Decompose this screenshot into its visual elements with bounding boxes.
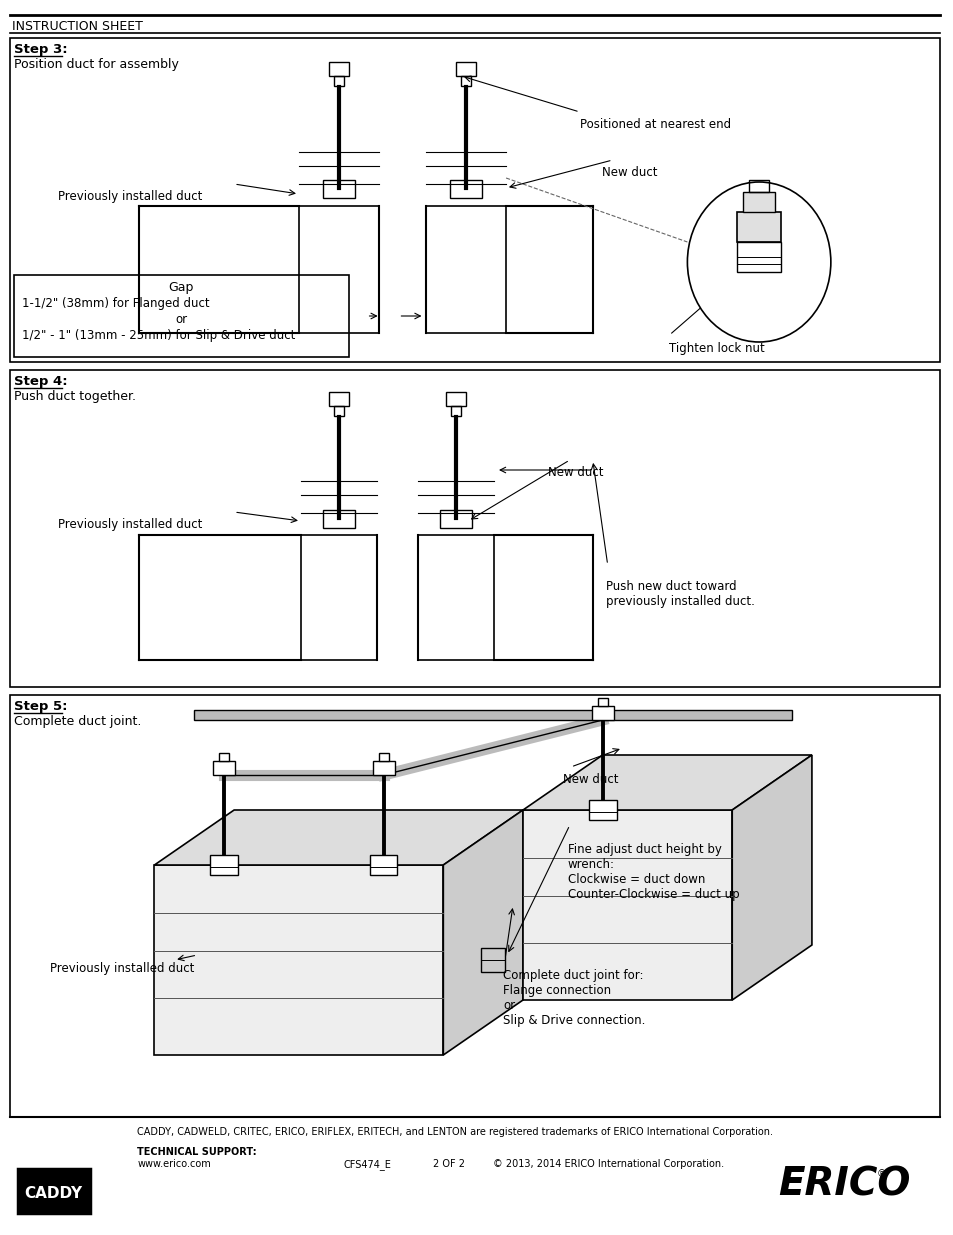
Text: Push duct together.: Push duct together. xyxy=(14,390,136,403)
Bar xyxy=(334,406,343,416)
Bar xyxy=(10,370,940,687)
Bar xyxy=(322,510,355,529)
Bar xyxy=(194,710,791,720)
Bar xyxy=(219,753,229,761)
Text: CFS474_E: CFS474_E xyxy=(343,1158,391,1170)
Bar xyxy=(298,206,378,333)
Bar xyxy=(456,62,476,77)
Polygon shape xyxy=(154,864,443,1055)
Bar xyxy=(18,1170,90,1213)
Text: CADDY: CADDY xyxy=(25,1186,83,1200)
Bar xyxy=(450,180,481,198)
Bar xyxy=(591,706,613,720)
Text: TECHNICAL SUPPORT:: TECHNICAL SUPPORT: xyxy=(137,1147,257,1157)
Text: Positioned at nearest end: Positioned at nearest end xyxy=(579,119,730,131)
Polygon shape xyxy=(522,755,811,810)
Bar xyxy=(373,761,395,776)
Text: INSTRUCTION SHEET: INSTRUCTION SHEET xyxy=(12,20,143,33)
Text: www.erico.com: www.erico.com xyxy=(137,1158,211,1170)
Text: Complete duct joint for:
Flange connection
or
Slip & Drive connection.: Complete duct joint for: Flange connecti… xyxy=(502,969,645,1028)
Text: Push new duct toward
previously installed duct.: Push new duct toward previously installe… xyxy=(605,580,754,608)
Bar xyxy=(446,391,466,406)
Text: Complete duct joint.: Complete duct joint. xyxy=(14,715,141,727)
Bar xyxy=(426,206,505,333)
Ellipse shape xyxy=(687,182,830,342)
Polygon shape xyxy=(443,810,522,1055)
Bar xyxy=(329,391,348,406)
Bar xyxy=(322,180,355,198)
Text: ERICO: ERICO xyxy=(778,1166,910,1204)
Bar xyxy=(418,535,494,659)
Polygon shape xyxy=(522,810,732,1000)
Text: CADDY, CADWELD, CRITEC, ERICO, ERIFLEX, ERITECH, and LENTON are registered trade: CADDY, CADWELD, CRITEC, ERICO, ERIFLEX, … xyxy=(137,1128,773,1137)
Bar xyxy=(213,761,234,776)
Bar xyxy=(748,180,768,191)
Text: or: or xyxy=(175,312,187,326)
Bar xyxy=(369,855,397,876)
Text: © 2013, 2014 ERICO International Corporation.: © 2013, 2014 ERICO International Corpora… xyxy=(493,1158,723,1170)
Bar xyxy=(10,38,940,362)
Bar xyxy=(588,800,616,820)
Text: Tighten lock nut: Tighten lock nut xyxy=(669,342,764,354)
Bar xyxy=(210,855,238,876)
Text: New duct: New duct xyxy=(562,773,618,785)
Bar xyxy=(737,212,781,242)
Bar xyxy=(14,275,348,357)
Text: 1/2" - 1" (13mm - 25mm) for Slip & Drive duct: 1/2" - 1" (13mm - 25mm) for Slip & Drive… xyxy=(22,329,295,342)
Text: Position duct for assembly: Position duct for assembly xyxy=(14,58,178,70)
Bar xyxy=(378,753,388,761)
Bar xyxy=(742,191,774,212)
Text: Previously installed duct: Previously installed duct xyxy=(50,962,194,974)
Text: New duct: New duct xyxy=(601,165,657,179)
Polygon shape xyxy=(732,755,811,1000)
Bar xyxy=(329,62,348,77)
Text: Previously installed duct: Previously installed duct xyxy=(58,517,202,531)
Bar xyxy=(451,406,460,416)
Text: Step 4:: Step 4: xyxy=(14,375,68,388)
Text: Step 3:: Step 3: xyxy=(14,43,68,56)
Bar xyxy=(300,535,376,659)
Polygon shape xyxy=(154,810,522,864)
Bar xyxy=(737,242,781,272)
Text: Previously installed duct: Previously installed duct xyxy=(58,190,202,203)
Text: ®: ® xyxy=(876,1170,885,1179)
Bar xyxy=(440,510,472,529)
Text: Fine adjust duct height by
wrench:
Clockwise = duct down
Counter-Clockwise = duc: Fine adjust duct height by wrench: Clock… xyxy=(567,844,739,902)
Text: New duct: New duct xyxy=(547,466,603,479)
Bar xyxy=(10,695,940,1116)
Bar xyxy=(598,698,607,706)
Bar xyxy=(334,77,343,86)
Bar xyxy=(480,948,504,972)
Text: Step 5:: Step 5: xyxy=(14,700,68,713)
Text: 2 OF 2: 2 OF 2 xyxy=(433,1158,465,1170)
Text: 1-1/2" (38mm) for Flanged duct: 1-1/2" (38mm) for Flanged duct xyxy=(22,296,210,310)
Text: Gap: Gap xyxy=(169,282,193,294)
Bar xyxy=(460,77,471,86)
